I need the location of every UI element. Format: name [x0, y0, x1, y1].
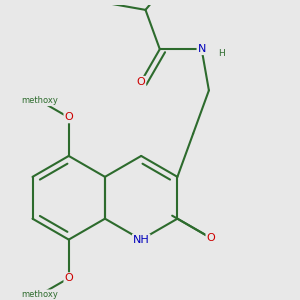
Text: NH: NH [133, 235, 150, 244]
Text: O: O [64, 273, 73, 283]
Text: N: N [197, 44, 206, 54]
Text: H: H [218, 49, 225, 58]
Text: methoxy: methoxy [22, 96, 58, 105]
Text: methoxy: methoxy [22, 290, 58, 299]
Text: O: O [64, 112, 73, 122]
Text: O: O [206, 233, 215, 243]
Text: O: O [136, 77, 146, 87]
